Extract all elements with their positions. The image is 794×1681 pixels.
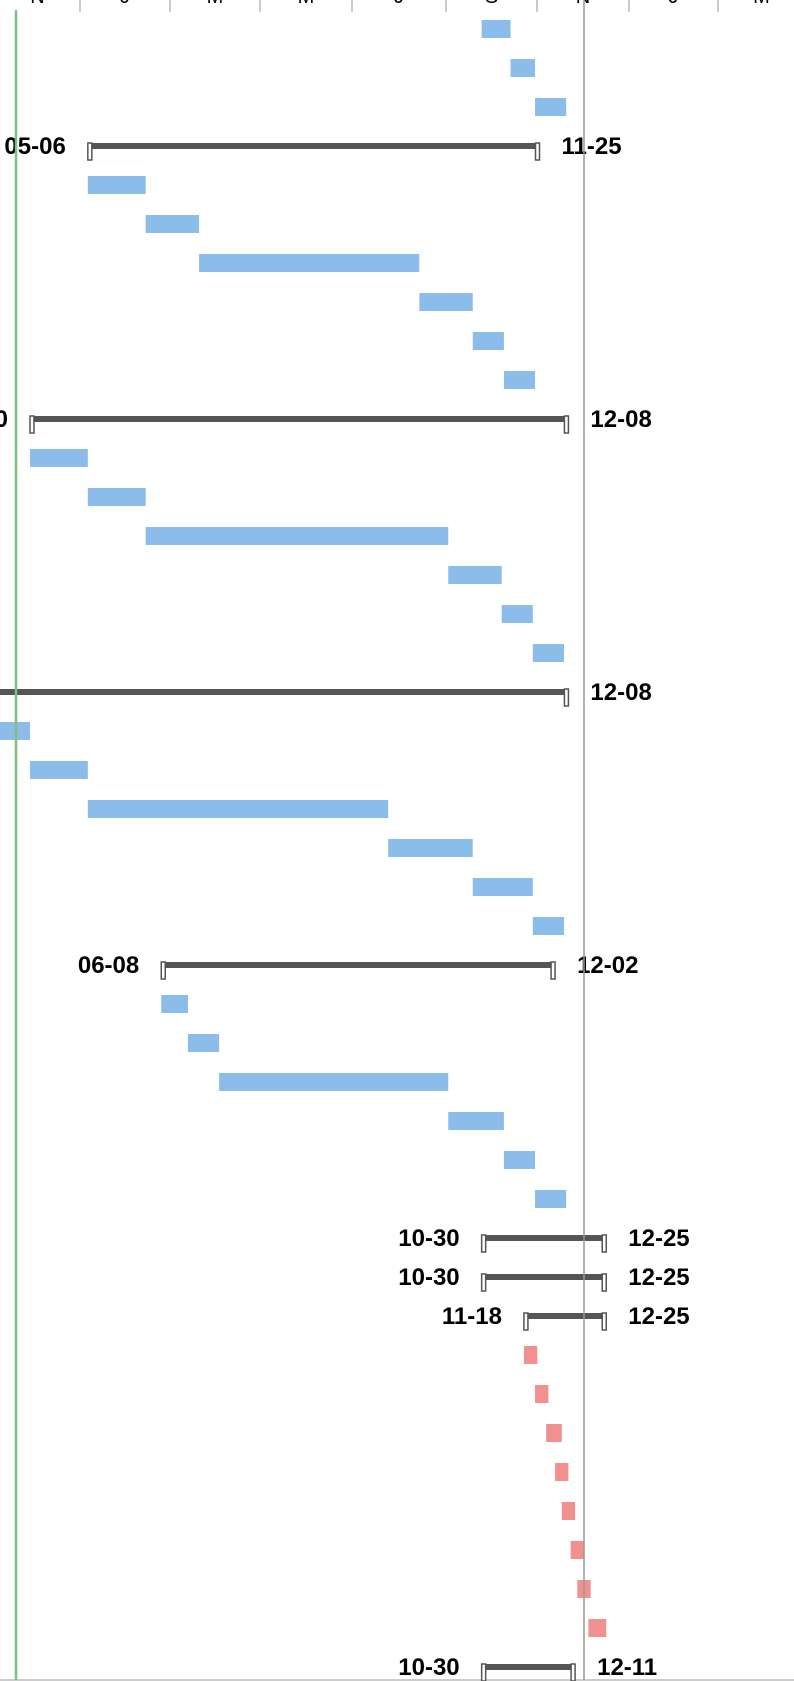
task-bar [419,293,473,311]
summary-cap-left [480,1273,487,1292]
critical-task-bar [570,1541,584,1559]
summary-bracket: 06-08 12-02 [78,952,638,980]
task-bar [503,1151,536,1169]
summary-cap-right [550,961,556,980]
task-bar [145,527,449,545]
month-label: M [753,0,770,8]
summary-bracket: 04-10 12-08 [0,406,652,434]
summary-cap-left [160,961,166,980]
critical-task-bar [588,1619,607,1637]
summary-start-label: 04-10 [0,406,8,433]
summary-cap-right [534,142,541,161]
summary-start-label: 10-30 [398,1264,459,1291]
summary-start-label: 10-30 [398,1654,459,1681]
summary-bar [523,1313,607,1319]
summary-end-label: 12-11 [597,1654,657,1681]
task-bar [535,98,567,116]
summary-cap-right [601,1312,607,1331]
summary-bar [481,1235,607,1241]
gantt-rows: 05-0611-2504-1012-0803-1712-0806-0812-02… [0,20,690,1681]
summary-end-label: 12-25 [628,1225,689,1252]
summary-cap-right [563,415,570,434]
summary-bar [87,143,540,149]
month-header: NJMMJSNJM [30,0,770,8]
summary-bar [29,416,569,422]
task-bar [510,59,536,77]
month-label: J [669,0,679,8]
task-bar [448,566,502,584]
summary-bar [161,962,556,968]
summary-cap-left [87,142,93,161]
summary-cap-right [601,1234,607,1253]
summary-cap-right [563,688,570,707]
month-label: J [394,0,404,8]
task-bar [388,839,473,857]
critical-task-bar [561,1502,576,1520]
critical-task-bar [555,1463,569,1481]
task-bar [199,254,420,272]
summary-end-label: 12-02 [577,952,638,979]
task-bar [532,644,564,662]
summary-end-label: 12-08 [590,679,651,706]
month-label: M [298,0,315,8]
critical-task-bar [546,1424,562,1442]
task-bar [145,215,200,233]
task-bar [87,488,146,506]
task-bar [29,449,88,467]
summary-bracket: 05-06 11-25 [4,133,622,161]
summary-start-label: 11-18 [442,1303,502,1330]
summary-bar [481,1664,576,1670]
summary-start-label: 10-30 [398,1225,459,1252]
summary-end-label: 12-08 [590,406,651,433]
summary-cap-left [480,1663,487,1681]
summary-bracket: 03-1712-08 [0,679,652,707]
critical-task-bar [523,1346,538,1364]
month-label: J [120,0,130,8]
summary-bracket: 10-30 12-11 [398,1654,657,1681]
task-bar [481,20,511,38]
summary-end-label: 12-25 [628,1264,689,1291]
summary-bar [0,689,569,695]
summary-bracket: 11-18 12-25 [442,1303,690,1331]
summary-cap-right [601,1273,607,1292]
summary-cap-left [523,1312,529,1331]
task-bar [448,1112,504,1130]
task-bar [503,371,536,389]
task-bar [219,1073,449,1091]
task-bar [29,761,88,779]
summary-start-label: 05-06 [4,133,65,160]
summary-bracket: 10-30 12-25 [398,1264,690,1292]
month-label: S [485,0,498,8]
summary-cap-left [29,415,35,434]
task-bar [87,800,389,818]
summary-end-label: 12-25 [628,1303,689,1330]
task-bar [501,605,533,623]
summary-end-label: 11-25 [562,133,622,160]
task-bar [535,1190,567,1208]
task-bar [87,176,146,194]
task-bar [472,332,504,350]
task-bar [187,1034,220,1052]
month-label: M [207,0,224,8]
month-label: N [30,0,44,8]
critical-task-bar [535,1385,549,1403]
summary-bar [481,1274,607,1280]
summary-start-label: 06-08 [78,952,139,979]
summary-bracket: 10-30 12-25 [398,1225,690,1253]
task-bar [161,995,188,1013]
month-label: N [576,0,590,8]
task-bar [472,878,533,896]
task-bar [532,917,564,935]
summary-cap-left [480,1234,487,1253]
summary-cap-right [570,1663,576,1681]
